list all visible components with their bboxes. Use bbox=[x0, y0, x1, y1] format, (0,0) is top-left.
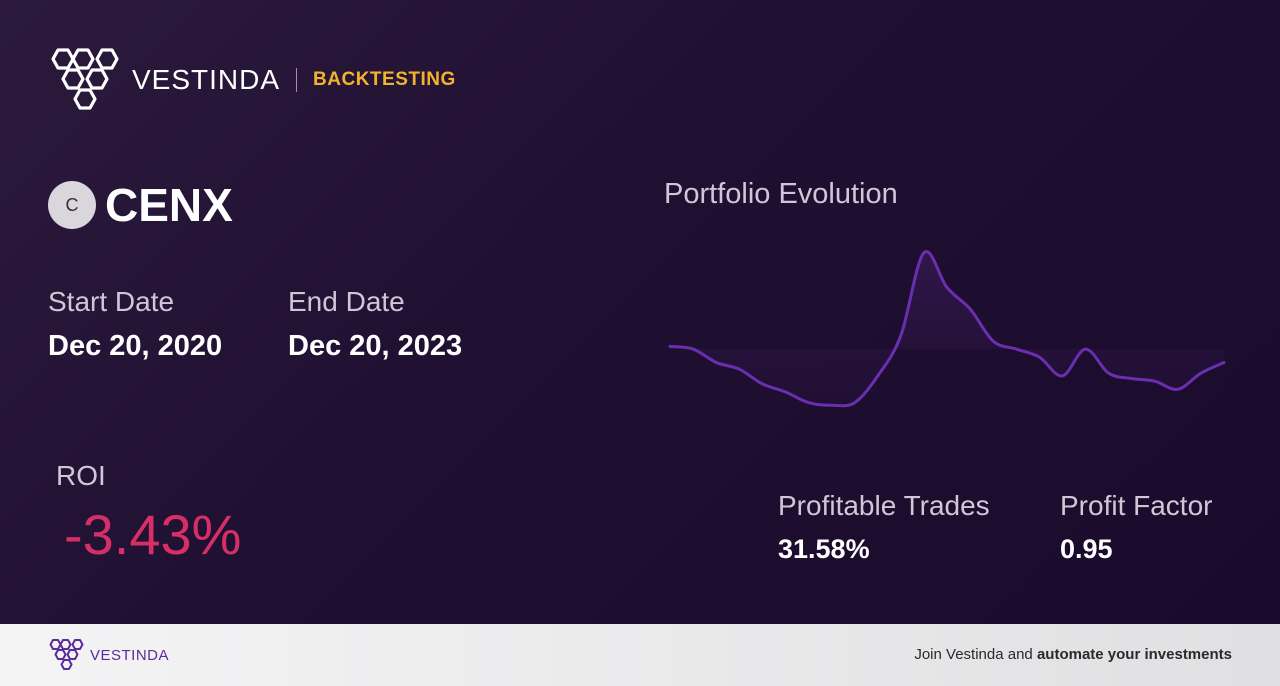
start-date-label: Start Date bbox=[48, 286, 175, 317]
footer-cta-plain: Join Vestinda and bbox=[914, 646, 1037, 663]
footer-cta[interactable]: Join Vestinda and automate your investme… bbox=[914, 646, 1232, 663]
portfolio-evolution-chart bbox=[668, 250, 1226, 408]
roi: ROI -3.43% bbox=[56, 460, 241, 567]
profit-factor-value: 0.95 bbox=[1060, 534, 1113, 564]
profitable-trades: Profitable Trades 31.58% bbox=[778, 490, 990, 565]
backtest-card: VESTINDA BACKTESTING C CENX Start Date D… bbox=[0, 0, 1280, 624]
ticker-symbol: CENX bbox=[105, 179, 233, 231]
vestinda-logo-icon bbox=[49, 639, 84, 670]
end-date-value: Dec 20, 2023 bbox=[288, 330, 463, 362]
ticker: C CENX bbox=[48, 178, 233, 232]
ticker-badge: C bbox=[48, 181, 96, 229]
header: VESTINDA BACKTESTING bbox=[48, 46, 456, 114]
portfolio-series-line bbox=[668, 250, 1226, 408]
footer-logo[interactable]: VESTINDA bbox=[48, 638, 169, 672]
chart-area-fill bbox=[670, 251, 1224, 406]
roi-label: ROI bbox=[56, 460, 106, 491]
footer-brand: VESTINDA bbox=[90, 646, 170, 664]
footer-cta-bold: automate your investments bbox=[1036, 646, 1232, 663]
profit-factor-label: Profit Factor bbox=[1060, 490, 1213, 521]
start-date-value: Dec 20, 2020 bbox=[48, 330, 223, 362]
section-tag: BACKTESTING bbox=[313, 69, 456, 90]
profitable-trades-label: Profitable Trades bbox=[778, 490, 990, 521]
end-date-label: End Date bbox=[288, 286, 405, 317]
vestinda-logo-icon bbox=[51, 48, 119, 110]
footer: VESTINDA Join Vestinda and automate your… bbox=[0, 624, 1280, 686]
brand-name: VESTINDA bbox=[132, 64, 281, 95]
chart-title: Portfolio Evolution bbox=[664, 178, 898, 210]
roi-value: -3.43% bbox=[64, 503, 242, 566]
start-date: Start Date Dec 20, 2020 bbox=[48, 286, 222, 363]
profitable-trades-value: 31.58% bbox=[778, 534, 870, 564]
end-date: End Date Dec 20, 2023 bbox=[288, 286, 462, 363]
profit-factor: Profit Factor 0.95 bbox=[1060, 490, 1212, 565]
header-divider bbox=[296, 68, 298, 92]
